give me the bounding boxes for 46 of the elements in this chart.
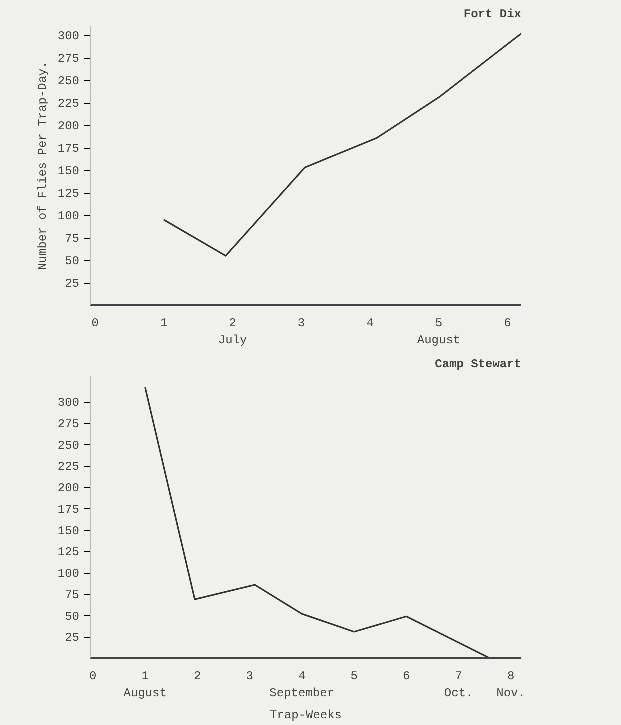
y-tick-label: 25 xyxy=(65,631,80,646)
y-tick-label: 175 xyxy=(58,502,80,517)
x-tick-label: 1 xyxy=(160,316,168,330)
y-tick-label: 50 xyxy=(65,610,80,624)
x-tick-label: 7 Oct. xyxy=(444,670,474,700)
y-tick-label: 25 xyxy=(65,277,80,291)
y-tick-label: 275 xyxy=(58,52,80,66)
line-series xyxy=(163,32,522,257)
chart-title: Camp Stewart xyxy=(435,358,522,372)
x-axis-title: Trap-Weeks xyxy=(270,708,342,722)
y-tick-label: 75 xyxy=(65,588,80,602)
x-tick-label: 5 xyxy=(350,670,358,684)
x-tick-label: 0 xyxy=(90,670,97,684)
y-tick-label: 225 xyxy=(58,460,80,474)
y-tick-label: 150 xyxy=(58,164,80,178)
x-tick-label: 2 July xyxy=(218,316,248,348)
line-series xyxy=(144,386,491,658)
y-tick-label: 125 xyxy=(58,187,80,201)
x-tick-label: 1 August xyxy=(124,670,167,700)
y-tick-label: 300 xyxy=(58,396,80,410)
y-tick-label: 175 xyxy=(58,142,80,156)
x-tick-label: 3 xyxy=(298,316,306,330)
y-tick-label: 250 xyxy=(58,74,80,88)
y-tick-label: 200 xyxy=(58,482,80,496)
x-tick-label: 6 xyxy=(402,670,410,684)
y-tick-label: 300 xyxy=(58,30,80,44)
x-tick-label: 4 September xyxy=(270,670,334,700)
y-tick-label: 250 xyxy=(58,438,80,453)
y-tick-label: 200 xyxy=(58,120,80,134)
x-tick-label: 6 xyxy=(504,316,512,330)
y-tick-label: 150 xyxy=(58,524,80,538)
x-tick-label: 4 xyxy=(366,316,374,330)
x-tick-label: 0 xyxy=(92,316,99,330)
y-axis-title: Number of Flies Per Trap-Day. xyxy=(36,62,50,270)
y-tick-label: 50 xyxy=(65,254,80,268)
x-tick-label: 5 August xyxy=(417,316,461,348)
y-tick-label: 275 xyxy=(58,418,80,432)
y-tick-label: 75 xyxy=(65,232,80,246)
y-tick-label: 100 xyxy=(58,567,80,582)
y-tick-label: 100 xyxy=(58,210,80,224)
x-tick-label: 3 xyxy=(246,670,254,684)
y-tick-label: 225 xyxy=(58,97,80,111)
x-tick-label: 8 Nov. xyxy=(496,670,526,700)
x-tick-label: 2 xyxy=(194,670,202,684)
chart-title: Fort Dix xyxy=(464,8,522,22)
y-tick-label: 125 xyxy=(58,546,80,560)
